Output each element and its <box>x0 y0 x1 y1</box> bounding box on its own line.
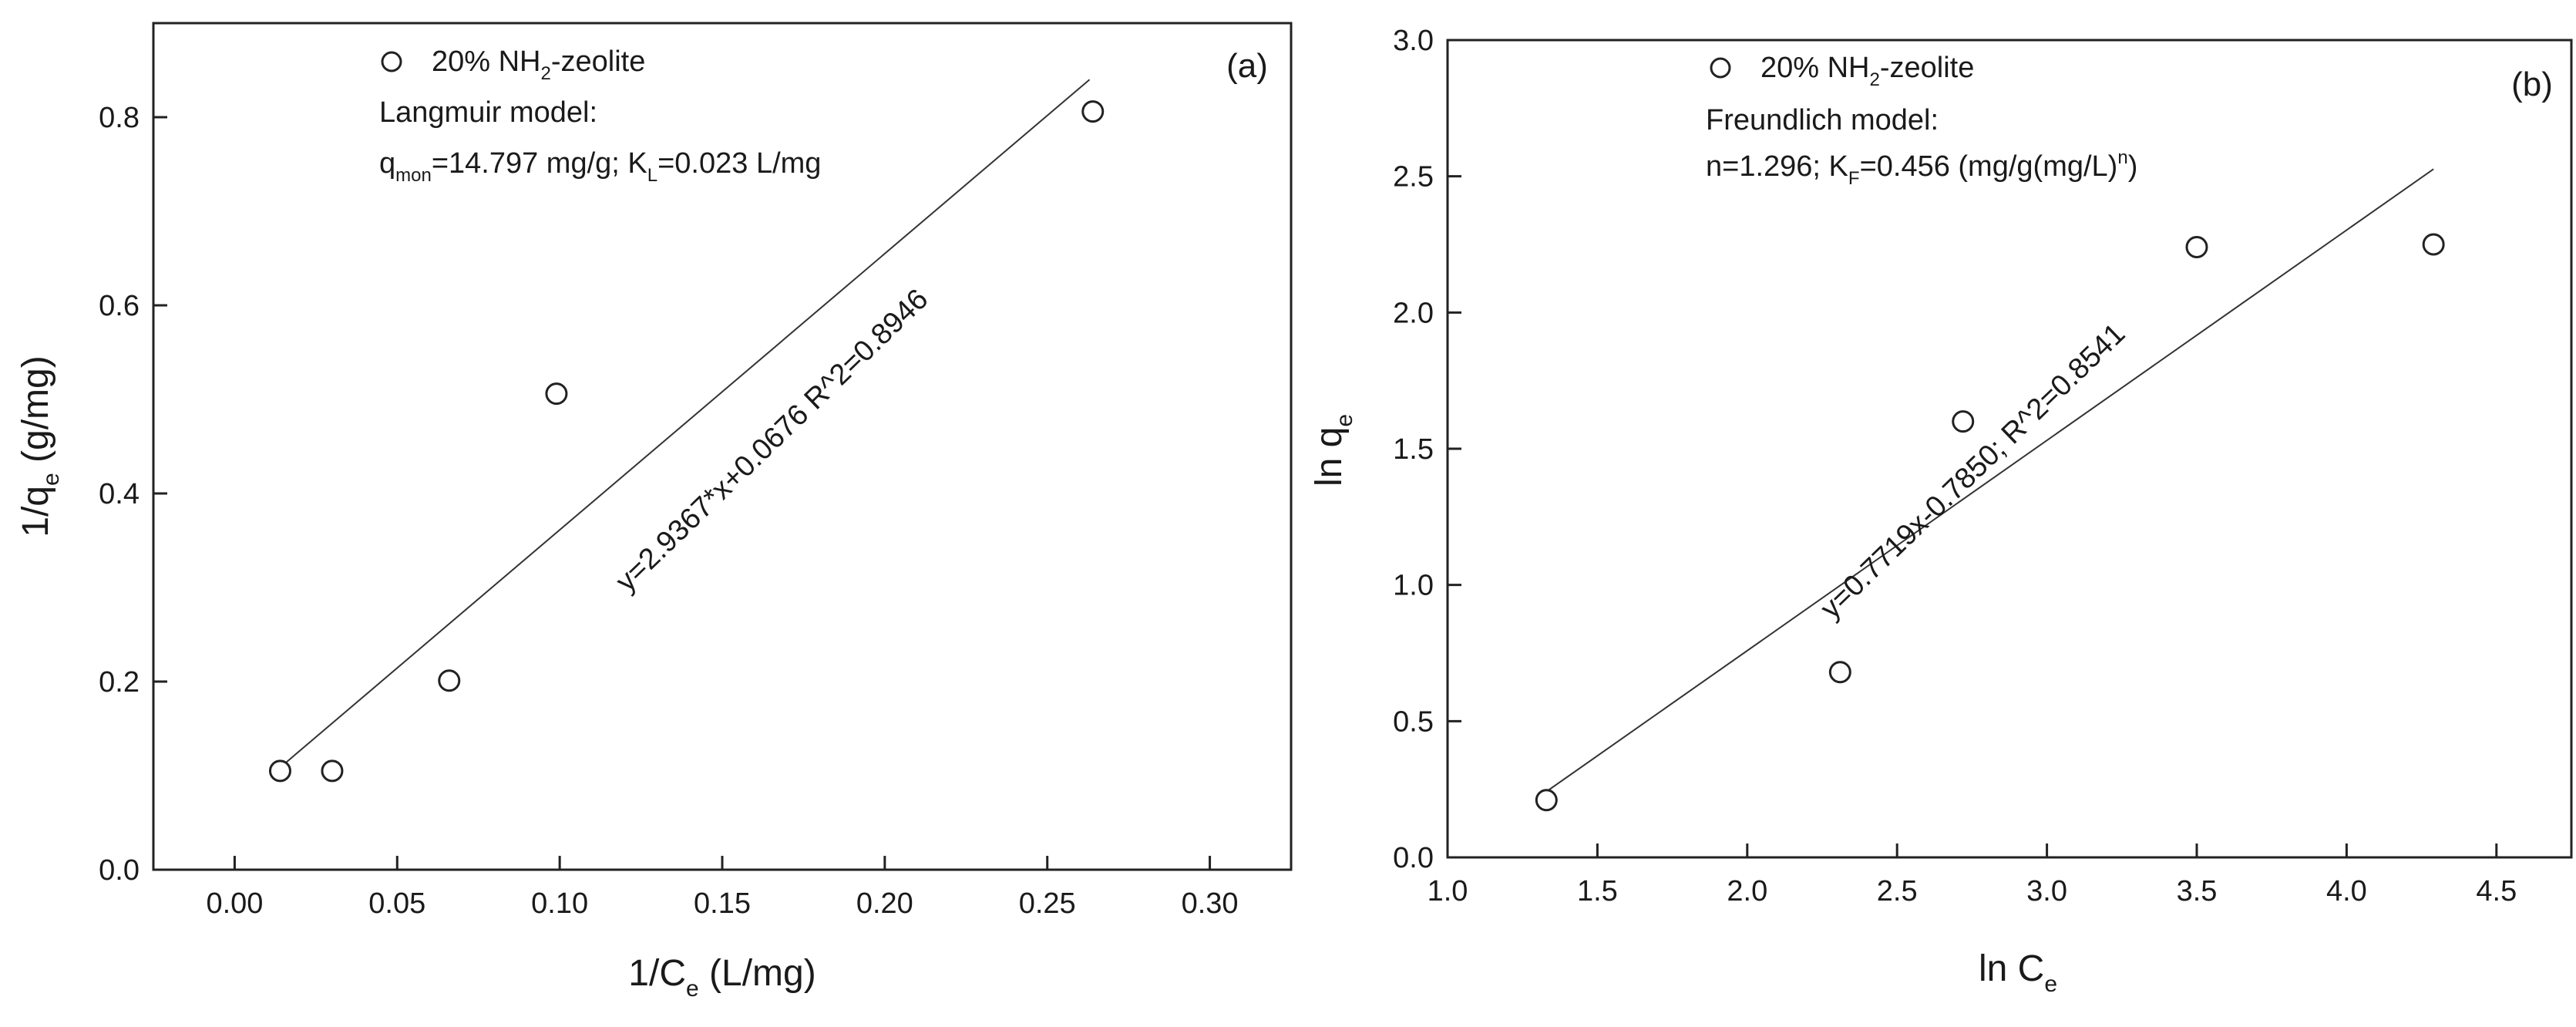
x-tick-label: 0.20 <box>856 887 913 920</box>
data-point <box>1828 661 1851 684</box>
x-tick-label: 3.5 <box>2177 875 2218 907</box>
fit-line <box>273 79 1091 774</box>
data-point <box>2422 233 2445 256</box>
x-axis-title: ln Ce <box>1979 948 2057 997</box>
legend-marker-icon <box>381 51 402 72</box>
x-tick-label: 2.5 <box>1877 875 1918 907</box>
data-point <box>268 759 291 783</box>
y-tick-label: 1.5 <box>1393 433 1434 466</box>
y-tick-label: 0.6 <box>99 290 140 322</box>
legend-label-tail: -zeolite <box>551 45 646 78</box>
x-axis-title-sub: e <box>2044 971 2057 997</box>
legend-label: 20% NH2-zeolite <box>1760 52 1974 90</box>
fit-equation-label: y=2.9367*x+0.0676 R^2=0.8946 <box>610 283 934 598</box>
model-annotation: n=1.296; KF=0.456 (mg/g(mg/L)n) <box>1706 147 2137 189</box>
fit-equation-label: y=0.7719x-0.7850; R^2=0.8541 <box>1814 318 2131 625</box>
y-tick-label: 0.8 <box>99 102 140 134</box>
annot-sup: n <box>2117 147 2127 168</box>
annot-sub: F <box>1848 168 1860 189</box>
y-axis-title-sub: e <box>1332 414 1357 427</box>
legend-label-tail: -zeolite <box>1880 52 1975 84</box>
annot-part: n=1.296; K <box>1706 150 1848 183</box>
legend-label-sub: 2 <box>541 63 551 84</box>
fit-line <box>1545 168 2434 793</box>
y-axis-title-sub: e <box>39 473 64 486</box>
legend-label: 20% NH2-zeolite <box>432 45 645 84</box>
y-axis-title-tail: (g/mg) <box>15 355 56 473</box>
panel-a: 0.00 0.05 0.10 0.15 0.20 0.25 0.30 0.0 0.2 0.4 0.6… <box>15 22 1293 1002</box>
y-axis-title-main: 1/q <box>15 486 56 537</box>
x-tick-label: 0.15 <box>694 887 751 920</box>
x-axis-title-sub: e <box>686 976 699 1002</box>
x-tick-label: 0.30 <box>1182 887 1239 920</box>
legend-label-sub: 2 <box>1870 69 1880 90</box>
y-tick-label: 0.2 <box>99 666 140 699</box>
y-axis-title: 1/qe (g/mg) <box>15 355 64 537</box>
model-annotation: Langmuir model: <box>379 96 597 129</box>
legend-marker-icon <box>1710 57 1731 79</box>
data-point <box>1952 410 1975 433</box>
data-point <box>1081 100 1105 123</box>
panel-label: (a) <box>1226 47 1268 85</box>
x-axis-title: 1/Ce (L/mg) <box>628 953 816 1002</box>
x-axis-title-tail: (L/mg) <box>699 953 816 994</box>
model-annotation: qmon=14.797 mg/g; KL=0.023 L/mg <box>379 147 821 186</box>
x-tick-label: 1.0 <box>1428 875 1468 907</box>
x-tick-label: 0.25 <box>1019 887 1076 920</box>
annot-sub: L <box>647 165 657 186</box>
legend-label-main: 20% NH <box>1760 52 1870 84</box>
data-point <box>2185 236 2208 259</box>
x-tick-label: 0.10 <box>531 887 588 920</box>
data-point <box>438 669 461 692</box>
y-tick-label: 2.0 <box>1393 297 1434 329</box>
data-point <box>545 382 568 406</box>
y-tick-label: 0.0 <box>99 854 140 887</box>
annot-part: q <box>379 147 395 180</box>
annot-part: ) <box>2128 150 2138 183</box>
annot-sub: mon <box>395 165 432 186</box>
y-tick-label: 0.5 <box>1393 705 1434 738</box>
x-axis-title-main: ln C <box>1979 948 2044 989</box>
x-tick-label: 4.5 <box>2476 875 2517 907</box>
panel-b: 1.0 1.5 2.0 2.5 3.0 3.5 4.0 4.5 0.0 0.5 1.0 1.5 2.0 2… <box>1309 25 2573 997</box>
x-tick-label: 1.5 <box>1577 875 1618 907</box>
x-tick-label: 3.0 <box>2026 875 2067 907</box>
y-axis-title-main: ln q <box>1309 427 1350 487</box>
y-tick-label: 2.5 <box>1393 161 1434 194</box>
y-tick-label: 3.0 <box>1393 25 1434 57</box>
model-annotation: Freundlich model: <box>1706 104 1939 136</box>
y-tick-label: 0.0 <box>1393 842 1434 874</box>
x-tick-label: 2.0 <box>1727 875 1767 907</box>
y-tick-label: 1.0 <box>1393 570 1434 602</box>
panel-label: (b) <box>2511 66 2553 103</box>
y-axis-title: ln qe <box>1309 414 1357 487</box>
data-point <box>1535 789 1558 812</box>
x-tick-label: 0.05 <box>368 887 425 920</box>
annot-part: =0.456 (mg/g(mg/L) <box>1860 150 2118 183</box>
y-tick-label: 0.4 <box>99 478 140 510</box>
annot-part: =14.797 mg/g; K <box>432 147 647 180</box>
x-axis-title-main: 1/C <box>628 953 686 994</box>
x-tick-label: 4.0 <box>2326 875 2367 907</box>
legend-label-main: 20% NH <box>432 45 541 78</box>
x-tick-label: 0.00 <box>206 887 263 920</box>
annot-part: =0.023 L/mg <box>657 147 821 180</box>
data-point <box>321 759 344 783</box>
